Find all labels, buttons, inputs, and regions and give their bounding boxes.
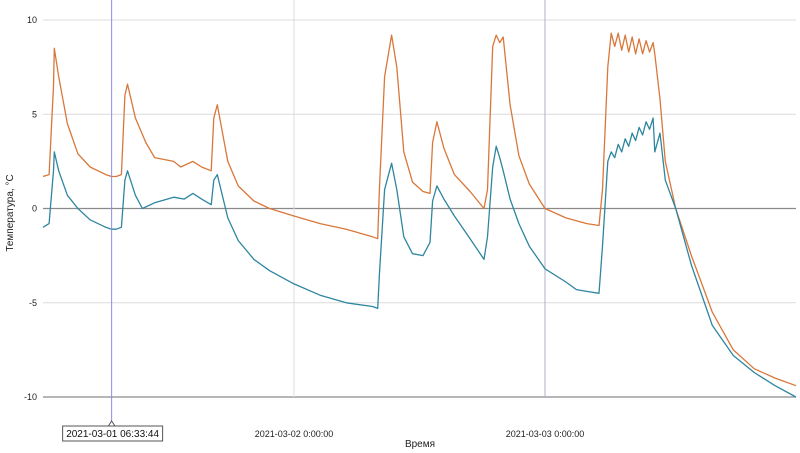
y-tick-label: 10	[27, 15, 37, 25]
y-axis-title: Температура, °C	[5, 174, 16, 251]
y-tick-label: -10	[24, 392, 37, 402]
y-tick-label: -5	[29, 298, 37, 308]
x-tick-label: 2021-03-03 0:00:00	[506, 429, 585, 439]
horizontal-gridlines	[43, 19, 796, 398]
y-tick-label: 5	[32, 109, 37, 119]
series-layer	[42, 32, 797, 398]
series-line-2	[42, 117, 797, 398]
cursor-label-box	[62, 425, 164, 442]
x-tick-label: 2021-03-02 0:00:00	[255, 429, 334, 439]
series-line-1	[42, 32, 797, 387]
cursor-label: 2021-03-01 06:33:44	[66, 429, 159, 440]
y-tick-label: 0	[32, 204, 37, 214]
vertical-gridlines	[293, 0, 546, 397]
x-axis-ticks: 2021-03-02 0:00:00 2021-03-03 0:00:00	[255, 429, 585, 439]
time-cursor[interactable]: 2021-03-01 06:33:44	[62, 0, 164, 442]
x-axis-title: Время	[405, 439, 435, 450]
y-axis-ticks: 10 5 0 -5 -10	[24, 15, 37, 402]
